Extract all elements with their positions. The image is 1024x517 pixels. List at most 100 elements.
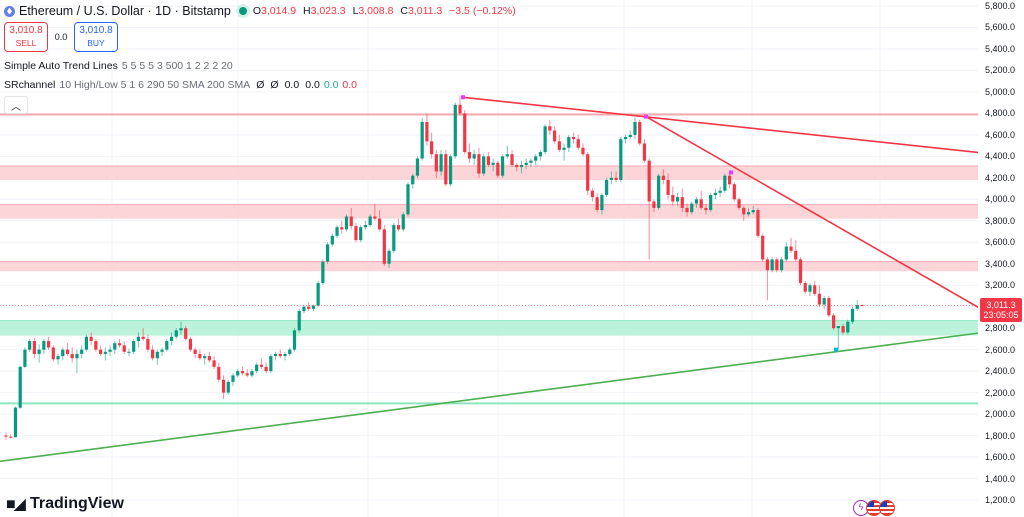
candle-body bbox=[278, 353, 282, 357]
price-axis-tick: 2,600.0 bbox=[985, 344, 1016, 355]
candle-body bbox=[557, 141, 561, 150]
price-axis[interactable]: 5,800.0 5,600.0 5,400.0 5,200.0 5,000.0 4,800… bbox=[978, 0, 1024, 517]
ascending-support-line bbox=[0, 332, 978, 463]
candle-body bbox=[690, 203, 694, 213]
candle-body bbox=[411, 175, 415, 185]
candle-body bbox=[496, 162, 500, 176]
price-axis-tick: 4,200.0 bbox=[985, 172, 1016, 183]
price-axis-tick: 1,600.0 bbox=[985, 452, 1016, 463]
symbol-title[interactable]: Ethereum / U.S. Dollar · 1D · Bitstamp bbox=[19, 4, 231, 18]
candle-body bbox=[61, 349, 65, 357]
price-axis-tick: 4,400.0 bbox=[985, 151, 1016, 162]
low-label: L bbox=[352, 5, 359, 17]
price-chart[interactable] bbox=[0, 0, 978, 517]
candle-body bbox=[529, 160, 533, 163]
candle-body bbox=[780, 259, 784, 271]
candle-body bbox=[500, 156, 505, 176]
candle-body bbox=[798, 259, 803, 284]
candle-body bbox=[477, 154, 481, 174]
candle-body bbox=[467, 152, 472, 159]
candle-body bbox=[775, 259, 779, 271]
candle-body bbox=[37, 349, 41, 354]
candle-body bbox=[146, 338, 150, 350]
price-axis-tick: 3,200.0 bbox=[985, 280, 1016, 291]
candle-body bbox=[221, 379, 226, 393]
candle-body bbox=[311, 305, 316, 309]
candle-body bbox=[392, 225, 396, 251]
candle-body bbox=[193, 349, 197, 354]
candle-body bbox=[472, 154, 476, 159]
candle-body bbox=[373, 216, 377, 219]
sell-button[interactable]: 3,010.8 SELL bbox=[4, 22, 48, 52]
candle-body bbox=[269, 356, 273, 372]
candle-body bbox=[581, 147, 585, 155]
candle-body bbox=[89, 336, 93, 342]
tradingview-logo[interactable]: ■◢ TradingView bbox=[6, 494, 124, 514]
indicator-auto-trend-lines[interactable]: Simple Auto Trend Lines 5 5 5 5 3 500 1 … bbox=[4, 56, 520, 75]
candle-body bbox=[841, 326, 845, 333]
indicator-srchannel[interactable]: SRchannel 10 High/Low 5 1 6 290 50 SMA 2… bbox=[4, 75, 520, 94]
candle-body bbox=[718, 190, 722, 193]
candle-body bbox=[567, 137, 571, 148]
sell-label: SELL bbox=[15, 38, 37, 48]
candle-body bbox=[666, 179, 670, 196]
candle-body bbox=[600, 195, 604, 211]
pivot-marker bbox=[834, 347, 838, 352]
close-value: 3,011.3 bbox=[407, 5, 443, 17]
candle-body bbox=[122, 345, 126, 352]
candle-body bbox=[103, 351, 107, 354]
tradingview-logo-icon: ■◢ bbox=[6, 496, 26, 513]
candle-body bbox=[340, 227, 344, 230]
candle-body bbox=[245, 373, 249, 376]
candle-body bbox=[765, 259, 770, 271]
candle-body bbox=[609, 177, 613, 180]
candle-body bbox=[387, 250, 391, 264]
candle-body bbox=[855, 305, 859, 309]
resistance-zone bbox=[0, 261, 978, 272]
candle-body bbox=[434, 154, 438, 172]
resistance-zone bbox=[0, 166, 978, 180]
candle-body bbox=[160, 349, 164, 352]
indicator-name: SRchannel bbox=[4, 78, 56, 91]
candle-body bbox=[368, 216, 372, 226]
indicator-value: 0.0 bbox=[284, 78, 300, 91]
price-axis-tick: 1,400.0 bbox=[985, 473, 1016, 484]
candle-body bbox=[259, 364, 263, 367]
candle-body bbox=[415, 158, 420, 176]
candle-body bbox=[136, 336, 141, 342]
close-label: C bbox=[400, 5, 408, 17]
bottom-event-icons: ϟ bbox=[853, 500, 895, 516]
candle-body bbox=[302, 306, 306, 311]
candle-body bbox=[808, 285, 812, 292]
buy-button[interactable]: 3,010.8 BUY bbox=[74, 22, 118, 52]
candle-body bbox=[264, 366, 268, 372]
market-open-status-icon bbox=[238, 7, 247, 15]
price-axis-tick: 2,800.0 bbox=[985, 323, 1016, 334]
candle-body bbox=[127, 351, 131, 353]
indicator-params: 10 High/Low 5 1 6 290 50 SMA 200 SMA bbox=[59, 78, 251, 91]
candle-body bbox=[420, 121, 424, 159]
candle-body bbox=[236, 371, 240, 376]
price-axis-tick: 4,000.0 bbox=[985, 194, 1016, 205]
candle-body bbox=[84, 336, 88, 350]
candle-body bbox=[406, 184, 410, 215]
trend-lines[interactable] bbox=[0, 95, 978, 463]
candle-body bbox=[184, 328, 188, 339]
candle-body bbox=[292, 330, 297, 350]
candle-body bbox=[56, 356, 60, 360]
candle-body bbox=[226, 381, 230, 393]
collapse-legend-button[interactable]: ︿ bbox=[4, 96, 28, 114]
ohlc-values: O3,014.9 H3,023.3 L3,008.8 C3,011.3 −3.5… bbox=[253, 5, 520, 17]
high-value: 3,023.3 bbox=[310, 5, 346, 17]
candle-body bbox=[552, 130, 557, 142]
candle-body bbox=[458, 104, 462, 114]
candle-body bbox=[453, 104, 457, 157]
sr-zones bbox=[0, 113, 978, 405]
candle-body bbox=[817, 293, 822, 305]
us-flag-icon[interactable] bbox=[879, 500, 895, 516]
candle-body bbox=[363, 225, 368, 228]
candle-body bbox=[359, 227, 363, 241]
chevron-up-icon: ︿ bbox=[11, 101, 21, 113]
candle-body bbox=[770, 259, 774, 271]
candle-body bbox=[316, 283, 320, 306]
